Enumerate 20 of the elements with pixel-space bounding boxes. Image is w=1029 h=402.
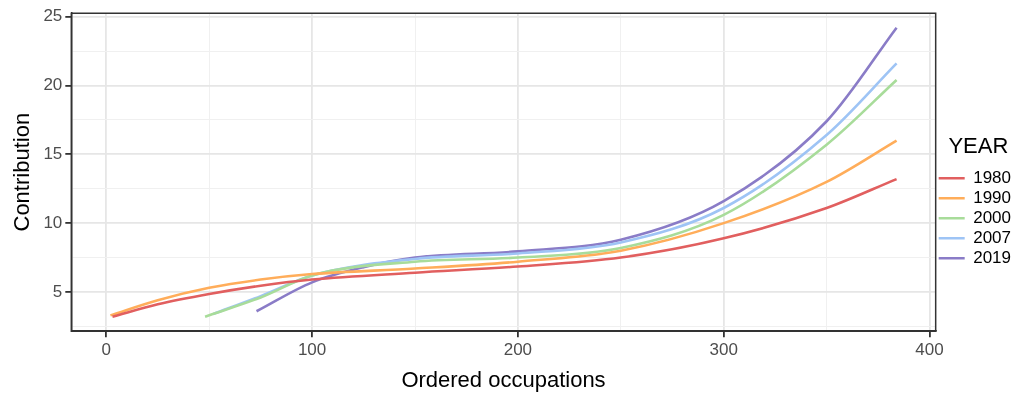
x-tick-label: 300	[709, 340, 738, 360]
y-tick-label: 5	[52, 281, 63, 301]
legend-label: 2007	[973, 227, 1012, 247]
y-tick-label: 15	[43, 143, 63, 163]
legend-title: YEAR	[948, 133, 1009, 159]
y-tick-label: 20	[43, 75, 63, 95]
line-series	[109, 139, 898, 317]
legend-label: 1980	[973, 167, 1012, 187]
legend-label: 2000	[973, 207, 1012, 227]
x-tick-label: 0	[101, 340, 112, 360]
x-axis-title: Ordered occupations	[401, 366, 606, 392]
x-tick-label: 100	[297, 340, 327, 360]
legend-label: 2019	[973, 247, 1012, 267]
y-axis-title: Contribution	[9, 112, 35, 232]
x-tick-label: 400	[915, 340, 944, 360]
legend-label: 1990	[973, 187, 1012, 207]
y-tick-label: 10	[43, 212, 63, 232]
x-tick-label: 200	[503, 340, 533, 360]
y-tick-label: 25	[43, 6, 63, 26]
line-series	[111, 177, 898, 319]
